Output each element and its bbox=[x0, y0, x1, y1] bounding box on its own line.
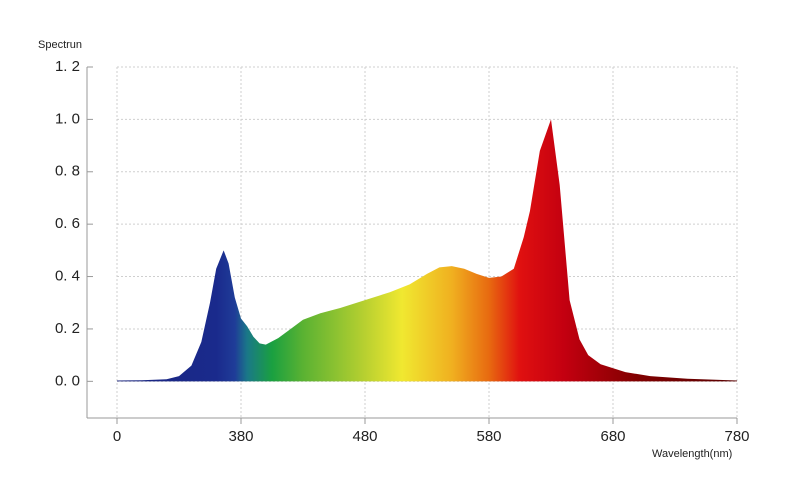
x-tick-label: 580 bbox=[476, 428, 501, 445]
y-tick-label: 1. 0 bbox=[55, 110, 80, 127]
x-tick-label: 680 bbox=[600, 428, 625, 445]
y-tick-label: 0. 8 bbox=[55, 163, 80, 180]
x-tick-label: 0 bbox=[113, 428, 121, 445]
y-tick-label: 1. 2 bbox=[55, 58, 80, 75]
x-tick-label: 380 bbox=[228, 428, 253, 445]
spectrum-area bbox=[117, 119, 737, 382]
y-axis-label: Spectrun bbox=[38, 39, 82, 51]
y-tick-label: 0. 4 bbox=[55, 268, 80, 285]
y-tick-label: 0. 6 bbox=[55, 215, 80, 232]
y-tick-label: 0. 0 bbox=[55, 372, 80, 389]
x-tick-label: 480 bbox=[352, 428, 377, 445]
x-axis-label: Wavelength(nm) bbox=[652, 448, 732, 460]
y-tick-label: 0. 2 bbox=[55, 320, 80, 337]
x-tick-label: 780 bbox=[724, 428, 749, 445]
